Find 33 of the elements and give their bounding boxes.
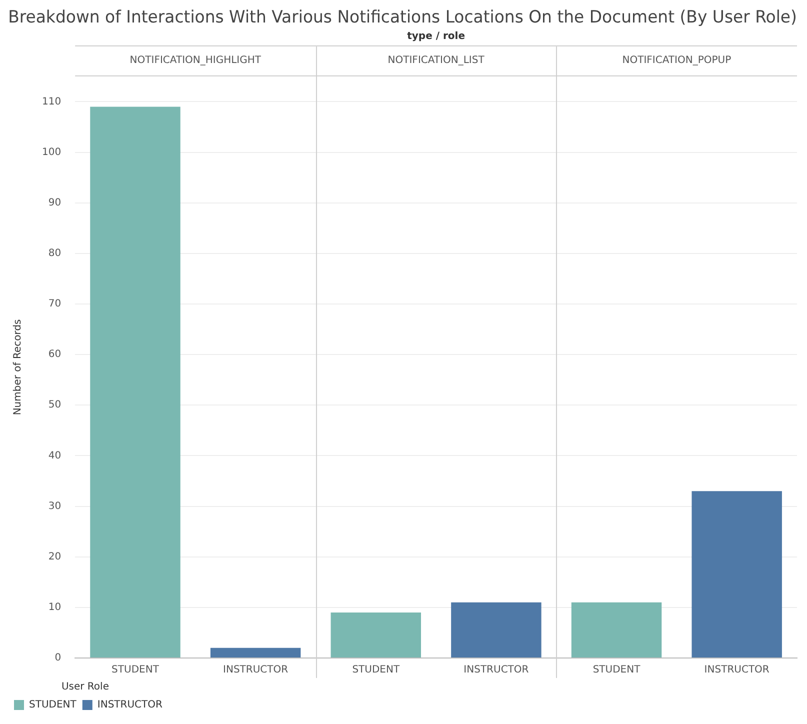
y-tick-label: 60	[48, 349, 62, 360]
x-tick-label: INSTRUCTOR	[464, 664, 529, 676]
legend-label: STUDENT	[29, 700, 78, 711]
x-tick-label: INSTRUCTOR	[223, 664, 288, 676]
text: NOTIFICATION_HIGHLIGHT	[130, 54, 262, 66]
y-tick-label: 20	[48, 551, 62, 562]
y-tick-label: 70	[48, 298, 62, 310]
chart-title: Breakdown of Interactions With Various Notifications Locations On the Document (By User Role)	[8, 6, 797, 27]
y-tick-label: 100	[42, 146, 62, 158]
bar	[90, 106, 180, 658]
y-tick-label: 90	[48, 197, 62, 208]
x-tick-label: STUDENT	[352, 664, 400, 676]
x-tick-label: STUDENT	[592, 664, 642, 676]
y-tick-label: 40	[48, 450, 62, 462]
bar	[330, 612, 422, 658]
text: NOTIFICATION_LIST	[388, 54, 486, 66]
y-tick-label: 80	[48, 248, 62, 259]
y-tick-label: 30	[48, 500, 62, 512]
text: type / role	[407, 30, 466, 42]
y-tick-label: 0	[54, 652, 62, 664]
y-tick-label: 10	[48, 602, 62, 614]
y-tick-label: 50	[48, 400, 62, 411]
bar	[571, 602, 662, 658]
x-tick-label: INSTRUCTOR	[704, 664, 770, 676]
text: NOTIFICATION_POPUP	[622, 54, 732, 66]
bar	[692, 491, 782, 658]
legend-title: User Role	[61, 682, 109, 693]
bar	[210, 648, 301, 658]
y-tick-label: 110	[42, 96, 62, 108]
legend-label: INSTRUCTOR	[97, 700, 162, 711]
bar	[451, 602, 542, 658]
y-axis-title: Number of Records	[12, 319, 24, 416]
x-tick-label: STUDENT	[112, 664, 160, 676]
